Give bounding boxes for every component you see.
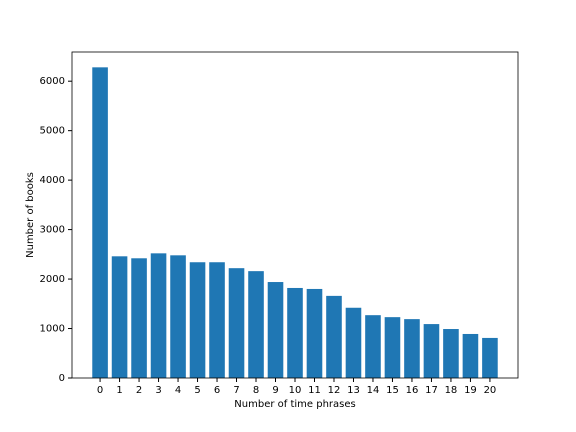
x-tick-label: 2 — [136, 385, 142, 396]
x-tick-label: 8 — [253, 385, 259, 396]
y-tick-label: 1000 — [40, 324, 65, 335]
bar — [384, 317, 401, 378]
bar — [92, 67, 108, 378]
bar — [111, 256, 128, 378]
bar — [404, 319, 420, 378]
bar — [131, 258, 147, 378]
bar — [228, 268, 245, 378]
x-tick-label: 4 — [175, 385, 181, 396]
x-tick-label: 17 — [425, 385, 438, 396]
bar — [267, 282, 284, 378]
y-axis-label: Number of books — [25, 172, 36, 258]
bar — [189, 262, 206, 378]
y-tick-label: 2000 — [40, 274, 65, 285]
x-tick-label: 9 — [272, 385, 278, 396]
x-tick-label: 11 — [308, 385, 321, 396]
bar — [150, 253, 167, 378]
y-tick-label: 4000 — [40, 175, 65, 186]
x-tick-label: 16 — [406, 385, 419, 396]
bar — [248, 271, 264, 378]
x-tick-label: 13 — [347, 385, 360, 396]
bar — [306, 288, 323, 378]
y-tick-label: 6000 — [40, 76, 65, 87]
y-tick-label: 3000 — [40, 225, 65, 236]
x-tick-label: 10 — [289, 385, 302, 396]
x-tick-label: 20 — [484, 385, 497, 396]
bar — [365, 315, 381, 378]
x-tick-label: 1 — [116, 385, 122, 396]
x-tick-label: 0 — [97, 385, 103, 396]
axes-frame — [71, 51, 519, 379]
bar — [209, 262, 225, 378]
x-tick-label: 12 — [328, 385, 341, 396]
bar — [423, 324, 440, 378]
x-tick-label: 15 — [386, 385, 399, 396]
bar — [287, 287, 303, 378]
bar — [443, 329, 459, 378]
x-tick-label: 5 — [194, 385, 200, 396]
x-tick-label: 3 — [155, 385, 161, 396]
bar — [345, 307, 362, 378]
bar — [326, 295, 342, 378]
x-tick-label: 14 — [367, 385, 380, 396]
bar — [170, 255, 186, 378]
y-tick-label: 5000 — [40, 126, 65, 137]
x-tick-label: 18 — [445, 385, 458, 396]
y-tick-label: 0 — [59, 373, 65, 384]
bar — [462, 333, 479, 378]
bar — [482, 337, 498, 378]
x-axis-label: Number of time phrases — [234, 399, 355, 410]
x-tick-label: 19 — [464, 385, 477, 396]
x-tick-label: 6 — [214, 385, 220, 396]
x-tick-label: 7 — [233, 385, 239, 396]
